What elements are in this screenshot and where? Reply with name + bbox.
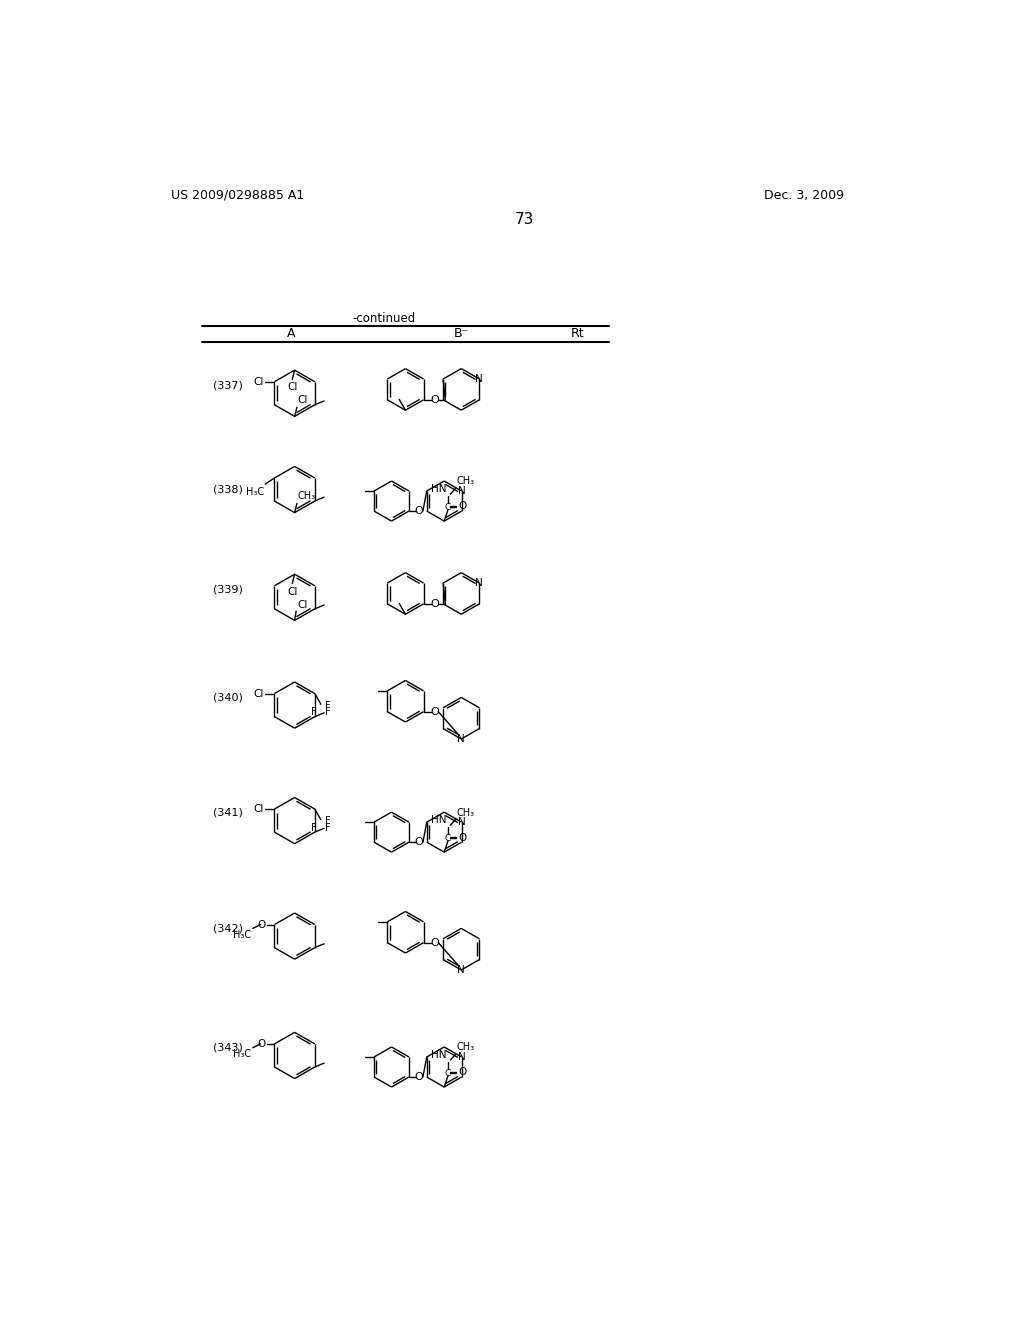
Text: US 2009/0298885 A1: US 2009/0298885 A1 [171, 189, 304, 202]
Text: F: F [311, 822, 317, 833]
Text: CH₃: CH₃ [298, 491, 315, 502]
Text: O: O [257, 920, 265, 929]
Text: 73: 73 [515, 213, 535, 227]
Text: N: N [458, 965, 465, 975]
Text: (341): (341) [213, 808, 243, 818]
Text: C: C [445, 503, 452, 512]
Text: O: O [458, 1068, 466, 1077]
Text: Dec. 3, 2009: Dec. 3, 2009 [764, 189, 844, 202]
Text: H₃C: H₃C [233, 929, 251, 940]
Text: CH₃: CH₃ [457, 808, 475, 817]
Text: (337): (337) [213, 380, 243, 391]
Text: O: O [415, 837, 423, 847]
Text: (342): (342) [213, 924, 244, 933]
Text: Cl: Cl [253, 689, 263, 698]
Text: F: F [325, 701, 331, 711]
Text: N: N [458, 486, 466, 496]
Text: N: N [475, 578, 483, 587]
Text: HN: HN [431, 1051, 446, 1060]
Text: HN: HN [431, 484, 446, 494]
Text: N: N [458, 734, 465, 744]
Text: (343): (343) [213, 1043, 243, 1053]
Text: C: C [445, 834, 452, 842]
Text: N: N [475, 374, 483, 384]
Text: O: O [257, 1039, 265, 1049]
Text: N: N [458, 817, 466, 828]
Text: O: O [430, 706, 439, 717]
Text: O: O [430, 599, 439, 609]
Text: Cl: Cl [297, 599, 307, 610]
Text: Cl: Cl [298, 395, 308, 405]
Text: F: F [325, 822, 331, 833]
Text: Rt: Rt [570, 327, 585, 341]
Text: O: O [458, 502, 466, 511]
Text: H₃C: H₃C [233, 1049, 251, 1059]
Text: O: O [458, 833, 466, 842]
Text: B⁻: B⁻ [454, 327, 469, 341]
Text: N: N [458, 1052, 466, 1063]
Text: Cl: Cl [253, 804, 263, 814]
Text: O: O [430, 395, 439, 405]
Text: A: A [287, 327, 295, 341]
Text: (340): (340) [213, 693, 243, 702]
Text: O: O [415, 506, 423, 516]
Text: O: O [415, 1072, 423, 1082]
Text: (339): (339) [213, 585, 243, 594]
Text: H₃C: H₃C [246, 487, 263, 498]
Text: Cl: Cl [253, 376, 263, 387]
Text: C: C [445, 1069, 452, 1077]
Text: Cl: Cl [287, 383, 298, 392]
Text: F: F [311, 708, 317, 717]
Text: F: F [325, 708, 331, 717]
Text: CH₃: CH₃ [457, 1043, 475, 1052]
Text: Cl: Cl [287, 586, 298, 597]
Text: O: O [430, 937, 439, 948]
Text: HN: HN [431, 816, 446, 825]
Text: (338): (338) [213, 484, 243, 495]
Text: CH₃: CH₃ [457, 477, 475, 487]
Text: -continued: -continued [352, 312, 416, 325]
Text: F: F [325, 816, 331, 826]
